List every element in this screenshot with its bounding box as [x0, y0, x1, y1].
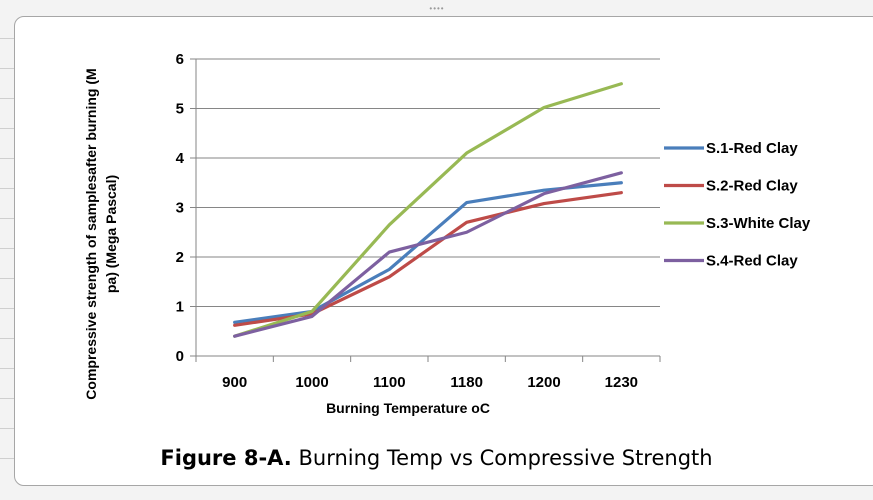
y-tick-label: 6 [176, 51, 184, 68]
series-line-3 [233, 82, 623, 338]
legend-label: S.3-White Clay [706, 215, 811, 232]
row-gridline [0, 38, 14, 39]
row-gridline [0, 158, 14, 159]
x-tick-label: 1000 [295, 374, 328, 391]
row-gridline [0, 308, 14, 309]
x-tick-label: 1180 [450, 374, 483, 391]
y-tick-label: 4 [176, 150, 185, 167]
figure-label: Figure 8-A. [160, 446, 292, 470]
row-gridline [0, 98, 14, 99]
x-axis-title: Burning Temperature oC [326, 400, 490, 416]
row-gridline [0, 278, 14, 279]
y-axis-title-line2: pa) (Mega Pascal) [103, 175, 119, 293]
row-gridline [0, 68, 14, 69]
row-gridline [0, 188, 14, 189]
y-tick-label: 5 [176, 101, 184, 118]
row-gridline [0, 398, 14, 399]
y-tick-label: 3 [176, 200, 184, 217]
x-tick-label: 900 [222, 374, 247, 391]
y-axis-title-line1: Compressive strength of samplesafter bur… [83, 68, 99, 399]
row-gridline [0, 248, 14, 249]
legend-label: S.1-Red Clay [706, 140, 798, 157]
figure-caption: Figure 8-A. Burning Temp vs Compressive … [0, 446, 873, 470]
row-gridline [0, 128, 14, 129]
y-tick-label: 0 [176, 348, 184, 365]
x-tick-label: 1230 [605, 374, 638, 391]
row-gridline [0, 368, 14, 369]
chart-area[interactable] [14, 16, 873, 486]
row-gridline [0, 218, 14, 219]
resize-grip-icon[interactable]: •••• [429, 4, 445, 13]
row-gridline [0, 428, 14, 429]
row-gridline [0, 338, 14, 339]
y-tick-label: 2 [176, 249, 184, 266]
x-tick-label: 1200 [527, 374, 560, 391]
row-gridline [0, 458, 14, 459]
x-tick-label: 1100 [373, 374, 406, 391]
legend: S.1-Red Clay S.2-Red Clay S.3-White Clay S.… [664, 140, 811, 270]
series-line-4 [233, 171, 623, 338]
figure-caption-text: Burning Temp vs Compressive Strength [298, 446, 713, 470]
series-line-1 [233, 181, 623, 324]
y-tick-label: 1 [176, 299, 184, 316]
legend-label: S.2-Red Clay [706, 178, 798, 195]
series-line-2 [233, 191, 623, 327]
legend-label: S.4-Red Clay [706, 253, 798, 270]
